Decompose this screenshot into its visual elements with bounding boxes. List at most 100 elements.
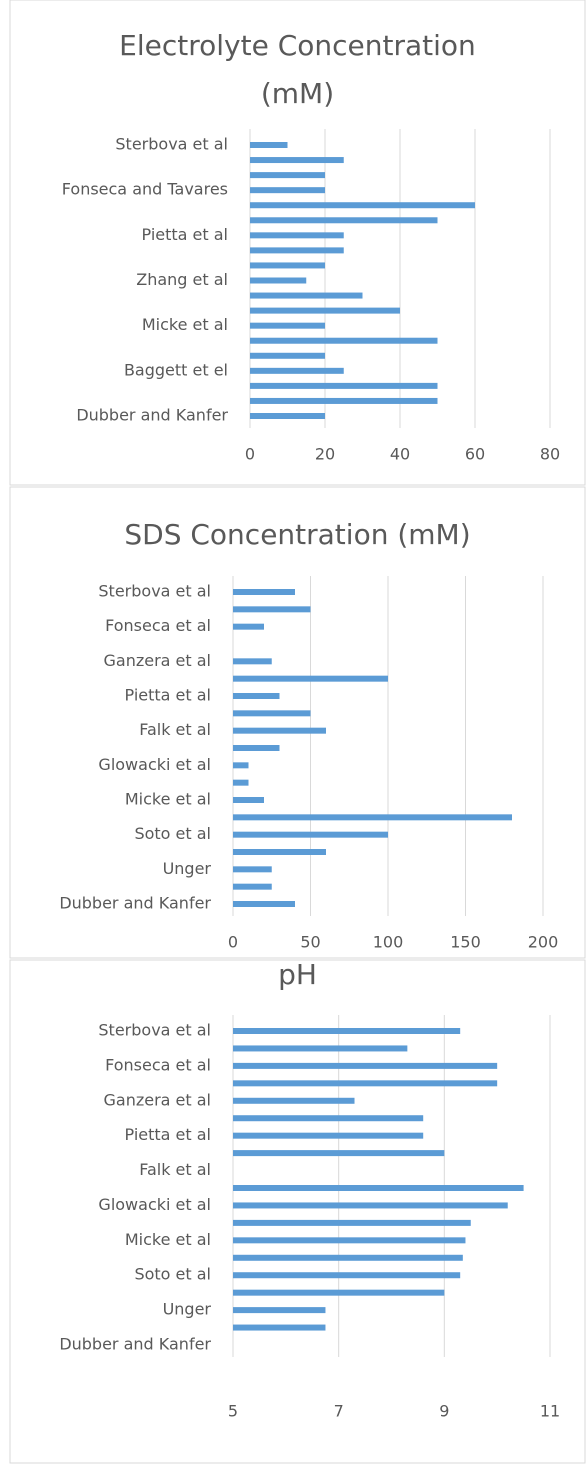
bar — [233, 901, 295, 907]
bar — [250, 187, 325, 194]
bar — [250, 413, 325, 419]
x-tick-label: 200 — [528, 933, 559, 952]
bar — [233, 1289, 445, 1296]
title-box: Electrolyte Concentration (mM) — [10, 22, 585, 118]
bar — [233, 762, 249, 769]
title-box: SDS Concentration (mM) — [10, 511, 585, 559]
y-tick-label: Fonseca and Tavares — [62, 180, 228, 199]
bar — [250, 397, 438, 404]
y-tick-label: Dubber and Kanfer — [59, 894, 211, 913]
bar — [233, 1150, 445, 1157]
bar — [233, 1219, 471, 1226]
y-tick-label: Dubber and Kanfer — [76, 406, 228, 425]
y-tick-label: Micke et al — [125, 1230, 211, 1249]
bar — [250, 277, 307, 284]
title-box: pH — [10, 951, 585, 999]
y-tick-label: Pietta et al — [125, 1125, 211, 1144]
x-tick-label: 60 — [465, 445, 485, 464]
chart-title: pH — [278, 958, 317, 991]
bar — [233, 727, 326, 734]
y-tick-label: Baggett et el — [124, 360, 228, 379]
bar — [233, 693, 280, 699]
bar — [233, 1132, 424, 1139]
bar — [233, 797, 264, 803]
bar — [233, 1062, 498, 1069]
x-tick-label: 50 — [300, 933, 320, 952]
x-tick-label: 7 — [334, 1402, 344, 1421]
y-tick-label: Unger — [163, 859, 212, 878]
x-tick-label: 80 — [540, 445, 560, 464]
bar — [233, 1185, 524, 1191]
y-tick-label: Fonseca et al — [105, 1055, 211, 1074]
bar — [233, 1307, 326, 1314]
y-tick-label: Glowacki et al — [98, 755, 211, 774]
y-tick-label: Micke et al — [142, 315, 228, 334]
bar — [233, 1045, 408, 1052]
x-tick-label: 150 — [450, 933, 481, 952]
y-tick-label: Glowacki et al — [98, 1195, 211, 1214]
y-tick-label: Falk et al — [139, 1160, 211, 1179]
bar — [233, 1324, 326, 1331]
bar — [233, 883, 272, 890]
bar — [233, 606, 311, 613]
bar — [233, 1080, 498, 1087]
x-tick-label: 20 — [315, 445, 335, 464]
bar — [233, 849, 326, 855]
bar — [233, 710, 311, 717]
bar — [233, 623, 264, 630]
y-tick-label: Sterbova et al — [98, 582, 211, 601]
bar — [250, 322, 325, 329]
chart-title: SDS Concentration (mM) — [124, 518, 471, 551]
y-tick-label: Ganzera et al — [103, 1090, 211, 1109]
bar — [233, 831, 388, 838]
y-tick-label: Pietta et al — [142, 225, 228, 244]
panel-border — [9, 0, 586, 486]
y-tick-label: Pietta et al — [125, 686, 211, 705]
bar — [233, 1028, 461, 1034]
y-tick-label: Fonseca et al — [105, 616, 211, 635]
bar — [250, 307, 400, 314]
bar — [250, 292, 363, 299]
bar — [250, 247, 344, 254]
bar — [233, 1254, 463, 1261]
bar — [250, 367, 344, 374]
bar — [250, 352, 325, 359]
y-tick-label: Soto et al — [134, 824, 211, 843]
y-tick-label: Micke et al — [125, 790, 211, 809]
bar — [250, 262, 325, 269]
bar — [233, 1202, 508, 1209]
bar — [250, 382, 438, 389]
bar — [233, 589, 295, 595]
x-tick-label: 9 — [439, 1402, 449, 1421]
x-tick-label: 0 — [245, 445, 255, 464]
y-tick-label: Sterbova et al — [98, 1021, 211, 1040]
bar — [233, 675, 388, 682]
y-tick-label: Unger — [163, 1300, 212, 1319]
bar — [233, 1237, 466, 1244]
bar — [233, 658, 272, 665]
panel-border — [9, 486, 586, 959]
panel-border — [9, 959, 586, 1464]
bar — [233, 779, 249, 786]
bar — [250, 217, 438, 224]
x-tick-label: 100 — [373, 933, 404, 952]
bar — [250, 142, 288, 148]
bar — [233, 1272, 461, 1279]
bar — [250, 157, 344, 164]
bar — [250, 232, 344, 239]
y-tick-label: Dubber and Kanfer — [59, 1335, 211, 1354]
y-tick-label: Falk et al — [139, 720, 211, 739]
x-tick-label: 11 — [540, 1402, 560, 1421]
x-tick-label: 0 — [228, 933, 238, 952]
bar — [233, 866, 272, 873]
chart-title: Electrolyte Concentration (mM) — [119, 29, 476, 110]
bar — [250, 337, 438, 344]
bar — [233, 745, 280, 751]
y-tick-label: Ganzera et al — [103, 651, 211, 670]
bar — [233, 1115, 424, 1122]
bar — [250, 172, 325, 179]
y-tick-label: Zhang et al — [136, 270, 228, 289]
bar — [233, 814, 512, 821]
